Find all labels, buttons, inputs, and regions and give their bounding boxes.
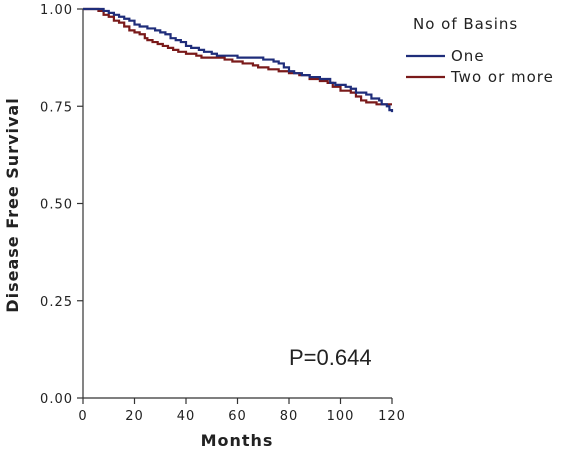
series-line-two-or-more [83,7,392,106]
y-tick-label: 1.00 [40,3,73,18]
x-tick-label: 100 [327,409,355,424]
legend: No of Basins One Two or more [406,15,554,86]
x-tick-label: 120 [378,409,406,424]
x-tick-label: 40 [177,409,196,424]
legend-label-one: One [451,47,485,65]
series-line-one [83,7,394,113]
y-tick-label: 0.75 [40,100,73,115]
x-tick-label: 20 [125,409,144,424]
x-ticks: 0 20 40 60 80 100 120 [78,398,406,424]
x-tick-label: 80 [280,409,299,424]
y-tick-label: 0.00 [40,392,73,407]
y-tick-label: 0.50 [40,198,73,213]
y-axis-title: Disease Free Survival [3,97,22,312]
y-ticks: 0.00 0.25 0.50 0.75 1.00 [40,3,83,407]
y-tick-label: 0.25 [40,295,73,310]
x-tick-label: 60 [228,409,247,424]
x-axis-title: Months [201,431,274,450]
series-layer [83,7,394,113]
legend-title: No of Basins [413,15,518,33]
p-value-annotation: P=0.644 [289,345,372,370]
x-tick-label: 0 [78,409,87,424]
legend-label-two-or-more: Two or more [450,68,554,86]
